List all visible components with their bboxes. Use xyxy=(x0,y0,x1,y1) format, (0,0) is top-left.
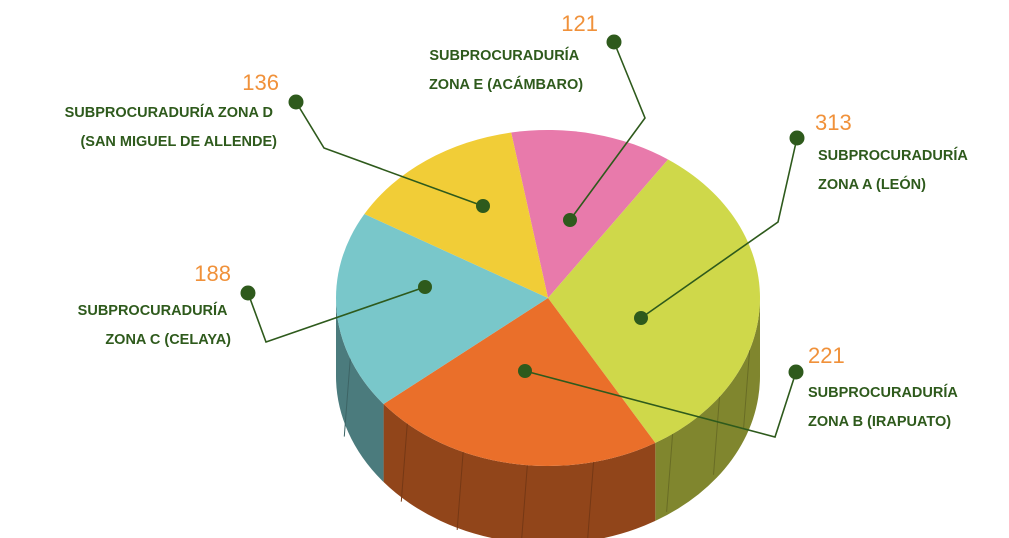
side-facet xyxy=(666,433,674,512)
value-label: 188 xyxy=(194,261,231,286)
leader-line xyxy=(247,286,426,344)
pie-sides xyxy=(336,298,760,538)
slice-side xyxy=(383,404,656,538)
side-facet xyxy=(400,423,408,502)
side-facet xyxy=(587,462,595,538)
side-facet xyxy=(521,465,528,538)
leader-dot xyxy=(288,94,304,110)
side-facet xyxy=(343,358,351,437)
pie-tops xyxy=(335,129,760,466)
leader-dot xyxy=(240,285,256,301)
leader-dot xyxy=(418,280,432,294)
leader-dot xyxy=(789,130,805,146)
slice-side xyxy=(655,298,760,521)
leader-line xyxy=(640,137,798,319)
slice-side xyxy=(336,298,384,483)
leader-dot xyxy=(476,199,490,213)
leader-line xyxy=(295,101,484,207)
category-label: SUBPROCURADURÍA ZONA D (SAN MIGUEL DE AL… xyxy=(65,104,278,150)
leader-line xyxy=(569,41,646,221)
leader-dot xyxy=(563,213,577,227)
category-label: SUBPROCURADURÍA ZONA E (ACÁMBARO) xyxy=(429,47,583,93)
value-label: 313 xyxy=(815,110,852,135)
value-label: 121 xyxy=(561,11,598,36)
slice xyxy=(548,159,760,443)
labels: 121 SUBPROCURADURÍA ZONA E (ACÁMBARO) 313 S… xyxy=(65,11,971,438)
side-facet xyxy=(743,349,751,428)
side-facet xyxy=(713,396,721,475)
value-label: 136 xyxy=(242,70,279,95)
slice xyxy=(511,129,669,298)
leader-dot xyxy=(788,364,804,380)
category-label: SUBPROCURADURÍA ZONA B (IRAPUATO) xyxy=(808,384,961,430)
leader-dot xyxy=(518,364,532,378)
side-facet xyxy=(456,451,464,530)
leader-line xyxy=(524,370,797,438)
category-label: SUBPROCURADURÍA ZONA C (CELAYA) xyxy=(78,302,231,348)
slice xyxy=(383,298,656,466)
slice xyxy=(364,132,548,298)
leader-dot xyxy=(634,311,648,325)
leader-dot xyxy=(606,34,622,50)
category-label: SUBPROCURADURÍA ZONA A (LEÓN) xyxy=(818,147,971,193)
slice xyxy=(335,214,548,405)
value-label: 221 xyxy=(808,343,845,368)
